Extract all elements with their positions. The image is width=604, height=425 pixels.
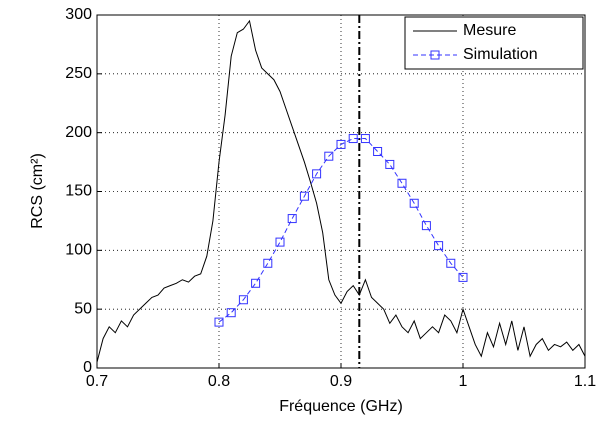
y-tick-label: 200 [65,124,92,141]
marker [421,221,431,231]
marker [324,151,334,161]
x-tick-label: 1 [459,373,468,390]
marker [251,278,261,288]
y-tick-label: 0 [83,359,92,376]
marker [385,159,395,169]
y-tick-label: 100 [65,242,92,259]
marker [360,134,370,144]
legend-marker [430,50,440,60]
marker [299,191,309,201]
marker [275,237,285,247]
marker [312,169,322,179]
y-tick-label: 150 [65,183,92,200]
y-tick-label: 50 [74,300,92,317]
marker [214,317,224,327]
legend-label: Simulation [463,46,538,63]
marker [238,295,248,305]
marker [226,308,236,318]
legend-label: Mesure [463,22,516,39]
y-axis-label: RCS (cm²) [29,153,46,229]
x-tick-label: 0.8 [208,373,230,390]
x-tick-label: 0.9 [330,373,352,390]
marker [373,146,383,156]
marker [287,214,297,224]
marker [458,272,468,282]
marker [434,241,444,251]
series-line [96,19,586,363]
marker [397,178,407,188]
marker [263,258,273,268]
legend [404,16,584,70]
x-axis-label: Fréquence (GHz) [279,398,403,415]
marker [348,134,358,144]
y-tick-label: 250 [65,65,92,82]
series-line [218,138,464,323]
x-tick-label: 1.1 [574,373,596,390]
y-tick-label: 300 [65,6,92,23]
marker [446,258,456,268]
marker [409,198,419,208]
plot-frame [96,14,586,369]
x-tick-label: 0.7 [86,373,108,390]
marker [336,139,346,149]
